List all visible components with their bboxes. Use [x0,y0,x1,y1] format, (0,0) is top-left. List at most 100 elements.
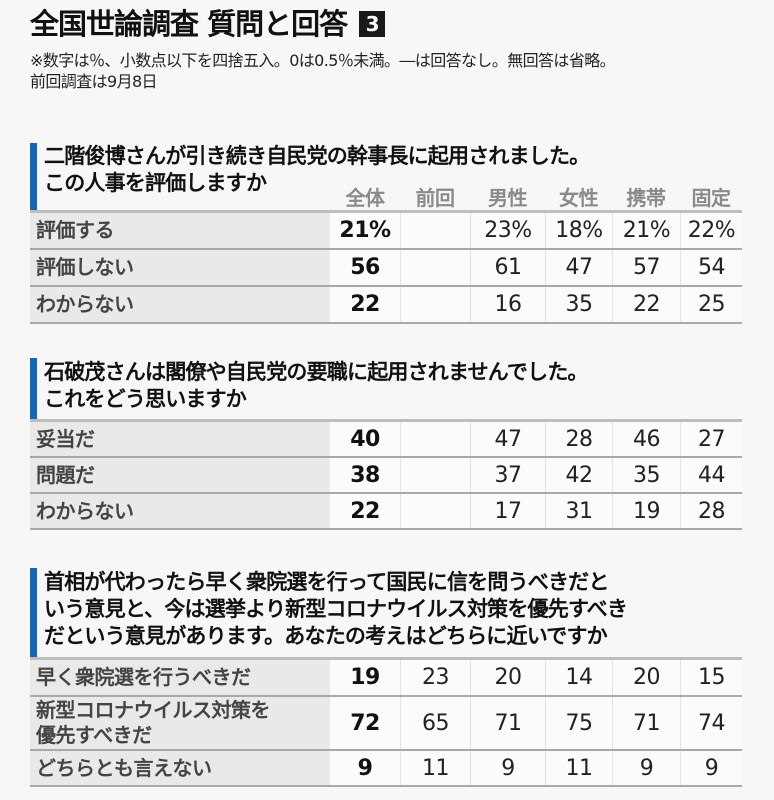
table-row: わからない 22 16 35 22 25 [30,287,742,324]
value-mobile: 71 [612,697,680,749]
value-total: 72 [330,697,400,749]
value-landline: 54 [680,250,742,285]
row-label: 評価する [30,213,330,248]
question-line: 二階俊博さんが引き続き自民党の幹事長に起用されました。 [44,144,590,168]
row-label: 新型コロナウイルス対策を 優先すべきだ [30,697,330,749]
table-row: 評価する 21% 23% 18% 21% 22% [30,213,742,250]
value-previous: 11 [400,751,470,785]
question-line: これをどう思いますか [44,387,247,411]
table-row: どちらとも言えない 9 11 9 11 9 9 [30,751,742,787]
question-line: だという意見があります。あなたの考えはどちらに近いですか [44,624,608,648]
table-row: 早く衆院選を行うべきだ 19 23 20 14 20 15 [30,660,742,697]
value-previous [400,422,470,456]
question-section-3: 首相が代わったら早く衆院選を行って国民に信を問うべきだと いう意見と、今は選挙よ… [30,565,742,790]
value-previous: 65 [400,697,470,749]
value-female: 14 [545,660,612,695]
value-total: 9 [330,751,400,785]
value-total: 38 [330,458,400,492]
header-divider [30,210,742,213]
value-male: 61 [470,250,545,285]
value-mobile: 57 [612,250,680,285]
column-header-landline: 固定 [691,186,732,210]
value-male: 16 [470,287,545,322]
value-mobile: 19 [612,494,680,528]
value-landline: 9 [680,751,742,785]
value-female: 28 [545,422,612,456]
value-total: 22 [330,494,400,528]
value-mobile: 46 [612,422,680,456]
row-label: わからない [30,287,330,322]
value-total: 19 [330,660,400,695]
row-label: 早く衆院選を行うべきだ [30,660,330,695]
table-row: 問題だ 38 37 42 35 44 [30,458,742,494]
value-previous [400,494,470,528]
value-landline: 27 [680,422,742,456]
value-male: 37 [470,458,545,492]
value-landline: 25 [680,287,742,322]
question-line: この人事を評価しますか [44,171,267,195]
value-total: 56 [330,250,400,285]
question-accent-bar [30,568,37,660]
row-label: わからない [30,494,330,528]
value-total: 22 [330,287,400,322]
value-landline: 28 [680,494,742,528]
column-header-male: 男性 [488,186,528,210]
value-mobile: 22 [612,287,680,322]
column-header-previous: 前回 [415,186,456,210]
column-header-mobile: 携帯 [626,186,667,210]
value-previous [400,458,470,492]
table-row: 新型コロナウイルス対策を 優先すべきだ 72 65 71 75 71 74 [30,697,742,751]
row-label: 評価しない [30,250,330,285]
row-label-line: 新型コロナウイルス対策を [36,698,271,722]
header-divider [30,419,742,422]
row-label: どちらとも言えない [30,751,330,785]
value-previous [400,287,470,322]
value-female: 18% [545,213,612,248]
value-landline: 74 [680,697,742,749]
row-label: 問題だ [30,458,330,492]
question-line: 首相が代わったら早く衆院選を行って国民に信を問うべきだと [44,570,609,594]
value-mobile: 20 [612,660,680,695]
value-male: 20 [470,660,545,695]
value-mobile: 35 [612,458,680,492]
footnote-line-1: ※数字は％、小数点以下を四捨五入。0は0.5％未満。―は回答なし。無回答は省略。 [30,51,616,70]
question-line: 石破茂さんは閣僚や自民党の要職に起用されませんでした。 [44,360,589,384]
column-header-total: 全体 [345,186,386,210]
value-landline: 44 [680,458,742,492]
table-row: 妥当だ 40 47 28 46 27 [30,422,742,458]
value-male: 71 [470,697,545,749]
question-section-2: 石破茂さんは閣僚や自民党の要職に起用されませんでした。 これをどう思いますか 妥… [30,355,742,531]
table-row: 評価しない 56 61 47 57 54 [30,250,742,287]
value-total: 21% [330,213,400,248]
page-number-badge: 3 [359,11,386,37]
value-mobile: 9 [612,751,680,785]
value-female: 35 [545,287,612,322]
value-previous: 23 [400,660,470,695]
question-section-1: 二階俊博さんが引き続き自民党の幹事長に起用されました。 この人事を評価しますか … [30,140,742,326]
column-header-female: 女性 [559,186,599,210]
value-landline: 15 [680,660,742,695]
question-accent-bar [30,358,37,422]
value-female: 42 [545,458,612,492]
value-female: 11 [545,751,612,785]
value-mobile: 21% [612,213,680,248]
question-accent-bar [30,143,37,213]
question-line: いう意見と、今は選挙より新型コロナウイルス対策を優先すべき [44,597,628,621]
value-previous [400,250,470,285]
value-previous [400,213,470,248]
row-label-line: 優先すべきだ [36,723,152,747]
value-female: 31 [545,494,612,528]
value-male: 9 [470,751,545,785]
value-male: 23% [470,213,545,248]
value-landline: 22% [680,213,742,248]
footnote-line-2: 前回調査は9月8日 [30,72,158,91]
value-male: 47 [470,422,545,456]
value-male: 17 [470,494,545,528]
table-row: わからない 22 17 31 19 28 [30,494,742,530]
page-title-text: 全国世論調査 質問と回答 [30,7,348,41]
row-label: 妥当だ [30,422,330,456]
value-female: 47 [545,250,612,285]
value-total: 40 [330,422,400,456]
page-title: 全国世論調査 質問と回答 3 [30,4,386,44]
header-divider [30,657,742,660]
